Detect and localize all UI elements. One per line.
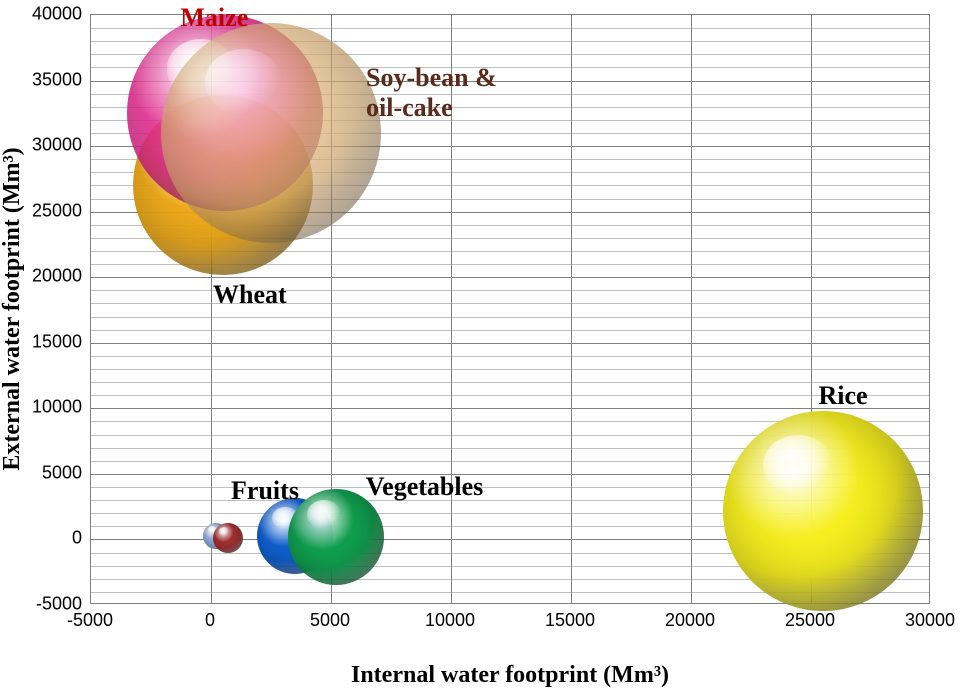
bubble-soybean (161, 23, 381, 243)
y-tick-label: 15000 (32, 331, 82, 352)
gridline-h-minor (91, 356, 929, 357)
x-tick-label: 30000 (905, 610, 955, 631)
y-tick-label: 35000 (32, 69, 82, 90)
bubble-label-fruits: Fruits (231, 476, 299, 506)
gridline-h-minor (91, 330, 929, 331)
plot-area: WheatMaizeSoy-bean &oil-cakeFruitsVegeta… (90, 14, 930, 604)
bubble-label-line: Fruits (231, 476, 299, 506)
bubble-label-line: Soy-bean & (366, 63, 497, 93)
x-tick-label: 5000 (310, 610, 350, 631)
bubble-label-line: Vegetables (366, 472, 483, 502)
y-axis-label: External water footprint (Mm³) (0, 147, 26, 470)
bubble-label-line: oil-cake (366, 93, 497, 123)
y-tick-label: 0 (72, 528, 82, 549)
gridline-h-minor (91, 369, 929, 370)
bubble-rice (723, 411, 923, 611)
bubble-small-red (213, 523, 243, 553)
bubble-label-vegetables: Vegetables (366, 472, 483, 502)
x-tick-label: 0 (205, 610, 215, 631)
x-tick-label: 15000 (545, 610, 595, 631)
bubble-label-line: Rice (818, 381, 867, 411)
gridline-h-major (91, 343, 929, 344)
x-axis-label: Internal water footprint (Mm³) (351, 662, 669, 689)
bubble-label-soybean: Soy-bean &oil-cake (366, 63, 497, 123)
bubble-chart: WheatMaizeSoy-bean &oil-cakeFruitsVegeta… (0, 0, 960, 689)
gridline-v-major (691, 15, 692, 603)
x-tick-label: 20000 (665, 610, 715, 631)
y-tick-label: 40000 (32, 4, 82, 25)
x-tick-label: 25000 (785, 610, 835, 631)
y-tick-label: 5000 (42, 462, 82, 483)
gridline-h-minor (91, 395, 929, 396)
bubble-vegetables (288, 489, 384, 585)
gridline-h-major (91, 408, 929, 409)
bubble-highlight (205, 49, 282, 115)
gridline-h-minor (91, 317, 929, 318)
y-tick-label: 10000 (32, 397, 82, 418)
bubble-label-rice: Rice (818, 381, 867, 411)
bubble-highlight (219, 527, 230, 536)
gridline-h-major (91, 277, 929, 278)
y-tick-label: -5000 (36, 594, 82, 615)
gridline-v-major (571, 15, 572, 603)
y-tick-label: 30000 (32, 135, 82, 156)
y-tick-label: 20000 (32, 266, 82, 287)
bubble-label-line: Wheat (213, 280, 287, 310)
bubble-label-wheat: Wheat (213, 280, 287, 310)
bubble-highlight (307, 500, 341, 529)
y-tick-label: 25000 (32, 200, 82, 221)
bubble-highlight (763, 435, 833, 495)
x-tick-label: 10000 (425, 610, 475, 631)
gridline-h-minor (91, 382, 929, 383)
